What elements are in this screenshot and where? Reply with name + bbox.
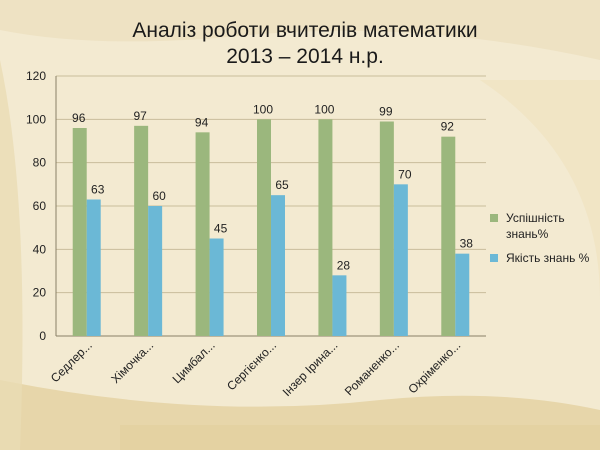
y-tick-label-60: 60 — [33, 199, 47, 213]
chart-title-line1: Аналіз роботи вчителів математики — [132, 19, 478, 42]
data-label-s1-4: 100 — [314, 102, 334, 116]
legend-swatch-1 — [490, 214, 498, 222]
x-tick-label-2: Цимбал... — [170, 338, 218, 386]
legend-label-2: Якість знань % — [506, 251, 590, 265]
legend-item-1: Успішність знань% — [490, 210, 595, 242]
bar-s1-4 — [318, 119, 333, 336]
y-tick-label-120: 120 — [26, 69, 46, 83]
data-label-s1-6: 92 — [441, 120, 455, 134]
bar-s2-4 — [332, 275, 347, 336]
y-tick-label-20: 20 — [33, 286, 47, 300]
y-tick-label-0: 0 — [39, 329, 46, 343]
data-label-s1-5: 99 — [379, 105, 393, 119]
bar-s2-1 — [148, 206, 163, 336]
y-tick-label-100: 100 — [26, 112, 46, 126]
data-label-s2-4: 28 — [337, 258, 351, 272]
chart-title-line2: 2013 – 2014 н.р. — [226, 45, 384, 68]
x-tick-label-0: Седлер... — [48, 338, 95, 385]
data-label-s1-1: 97 — [133, 109, 147, 123]
data-label-s2-5: 70 — [398, 167, 412, 181]
data-label-s1-0: 96 — [72, 111, 86, 125]
bar-s1-1 — [134, 125, 149, 336]
y-tick-label-80: 80 — [33, 156, 47, 170]
data-label-s1-3: 100 — [253, 102, 273, 116]
data-label-s2-6: 38 — [460, 237, 474, 251]
bar-s2-2 — [209, 238, 224, 336]
legend: Успішність знань% Якість знань % — [490, 210, 595, 274]
legend-label-1: Успішність знань% — [506, 211, 565, 241]
data-label-s1-2: 94 — [195, 115, 209, 129]
data-label-s2-3: 65 — [275, 178, 289, 192]
x-tick-label-6: Охріменко... — [405, 338, 463, 396]
bar-s1-3 — [257, 119, 271, 336]
x-tick-label-1: Хімочка... — [108, 338, 156, 386]
x-tick-label-4: Інзер Ірина... — [280, 338, 341, 399]
chart-title: Аналіз роботи вчителів математики 2013 –… — [40, 18, 570, 70]
bar-s1-5 — [379, 121, 394, 336]
legend-swatch-2 — [490, 254, 498, 262]
legend-item-2: Якість знань % — [490, 250, 595, 266]
data-label-s2-2: 45 — [214, 222, 228, 236]
bar-s2-0 — [86, 199, 101, 336]
bar-s2-5 — [393, 184, 408, 336]
data-label-s2-0: 63 — [91, 183, 105, 197]
bar-s2-3 — [271, 195, 285, 336]
bar-s1-0 — [72, 128, 87, 336]
bar-s1-2 — [195, 132, 210, 336]
x-tick-label-5: Романенко... — [342, 338, 402, 398]
bar-s2-6 — [455, 253, 470, 336]
data-label-s2-1: 60 — [152, 189, 166, 203]
bar-s1-6 — [441, 136, 456, 336]
y-tick-label-40: 40 — [33, 242, 47, 256]
x-tick-label-3: Сергієнко... — [224, 338, 279, 393]
